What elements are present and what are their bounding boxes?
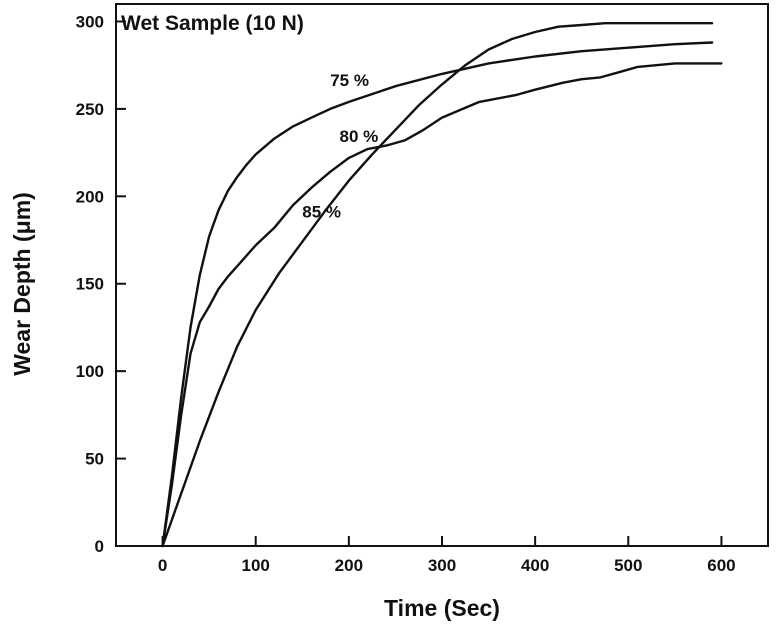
- x-tick-label: 500: [614, 556, 642, 575]
- x-tick-label: 600: [707, 556, 735, 575]
- series-line-85-percent: [161, 22, 714, 548]
- x-tick-label: 300: [428, 556, 456, 575]
- y-tick-label: 100: [76, 362, 104, 381]
- y-tick-label: 50: [85, 450, 104, 469]
- series-labels: 75 % 80 % 85 %: [302, 71, 378, 221]
- x-tick-label: 0: [158, 556, 167, 575]
- y-tick-label: 200: [76, 187, 104, 206]
- y-tick-label: 0: [95, 537, 104, 556]
- series-line-80-percent: [161, 62, 723, 548]
- x-axis-ticks: 0 100 200 300 400 500 600: [158, 536, 736, 575]
- series-lines: [161, 22, 723, 548]
- chart-title: Wet Sample (10 N): [121, 12, 304, 35]
- x-tick-label: 400: [521, 556, 549, 575]
- y-axis-title: Wear Depth (μm): [9, 192, 35, 376]
- y-axis-ticks: 0 50 100 150 200 250 300: [76, 12, 126, 556]
- y-tick-label: 300: [76, 12, 104, 31]
- y-tick-label: 150: [76, 275, 104, 294]
- series-label: 80 %: [340, 127, 379, 146]
- series-label: 75 %: [330, 71, 369, 90]
- x-axis-title: Time (Sec): [384, 595, 500, 621]
- x-tick-label: 100: [242, 556, 270, 575]
- x-tick-label: 200: [335, 556, 363, 575]
- series-line-75-percent: [161, 41, 714, 548]
- series-label: 85 %: [302, 202, 341, 221]
- y-tick-label: 250: [76, 100, 104, 119]
